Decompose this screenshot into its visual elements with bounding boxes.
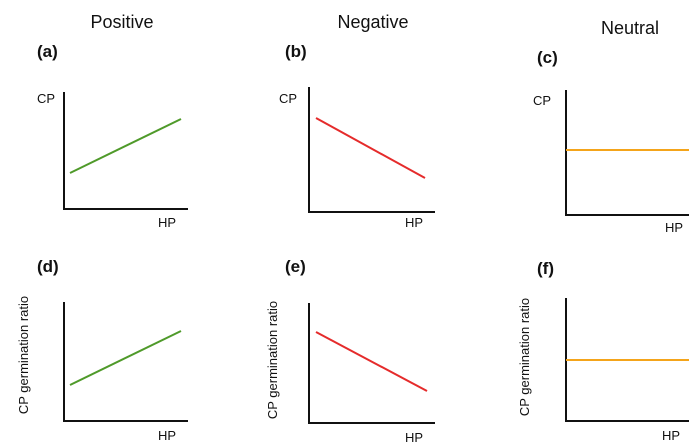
trend-line-positive <box>69 330 182 386</box>
axes <box>308 303 435 424</box>
panel-tag: (c) <box>537 48 558 67</box>
panel-tag: (f) <box>537 259 554 278</box>
panel-e: (e) CP germination ratio HP <box>265 257 435 445</box>
panel-c: (c) CP HP <box>533 48 689 235</box>
column-title-negative: Negative <box>337 12 408 32</box>
y-axis-label: CP germination ratio <box>16 296 31 414</box>
panel-d: (d) CP germination ratio HP <box>16 257 188 443</box>
trend-line-negative <box>315 331 428 392</box>
y-axis-label: CP germination ratio <box>517 298 532 416</box>
column-title-neutral: Neutral <box>601 18 659 38</box>
panel-tag: (b) <box>285 42 307 61</box>
x-axis-label: HP <box>158 428 176 443</box>
panel-b: (b) CP HP <box>279 42 435 230</box>
x-axis-label: HP <box>665 220 683 235</box>
trend-line-negative <box>315 117 426 179</box>
axes <box>565 90 689 216</box>
y-axis-label: CP <box>37 91 55 106</box>
trend-line-positive <box>69 118 182 174</box>
axes <box>565 298 689 422</box>
axes <box>308 87 435 213</box>
x-axis-label: HP <box>405 215 423 230</box>
x-axis-label: HP <box>405 430 423 445</box>
y-axis-label: CP <box>279 91 297 106</box>
panel-tag: (a) <box>37 42 58 61</box>
panel-tag: (d) <box>37 257 59 276</box>
panel-a: (a) CP HP <box>37 42 188 230</box>
axes <box>63 302 188 422</box>
panel-tag: (e) <box>285 257 306 276</box>
panel-f: (f) CP germination ratio HP <box>517 259 689 443</box>
y-axis-label: CP <box>533 93 551 108</box>
x-axis-label: HP <box>662 428 680 443</box>
y-axis-label: CP germination ratio <box>265 301 280 419</box>
axes <box>63 92 188 210</box>
column-title-positive: Positive <box>90 12 153 32</box>
x-axis-label: HP <box>158 215 176 230</box>
